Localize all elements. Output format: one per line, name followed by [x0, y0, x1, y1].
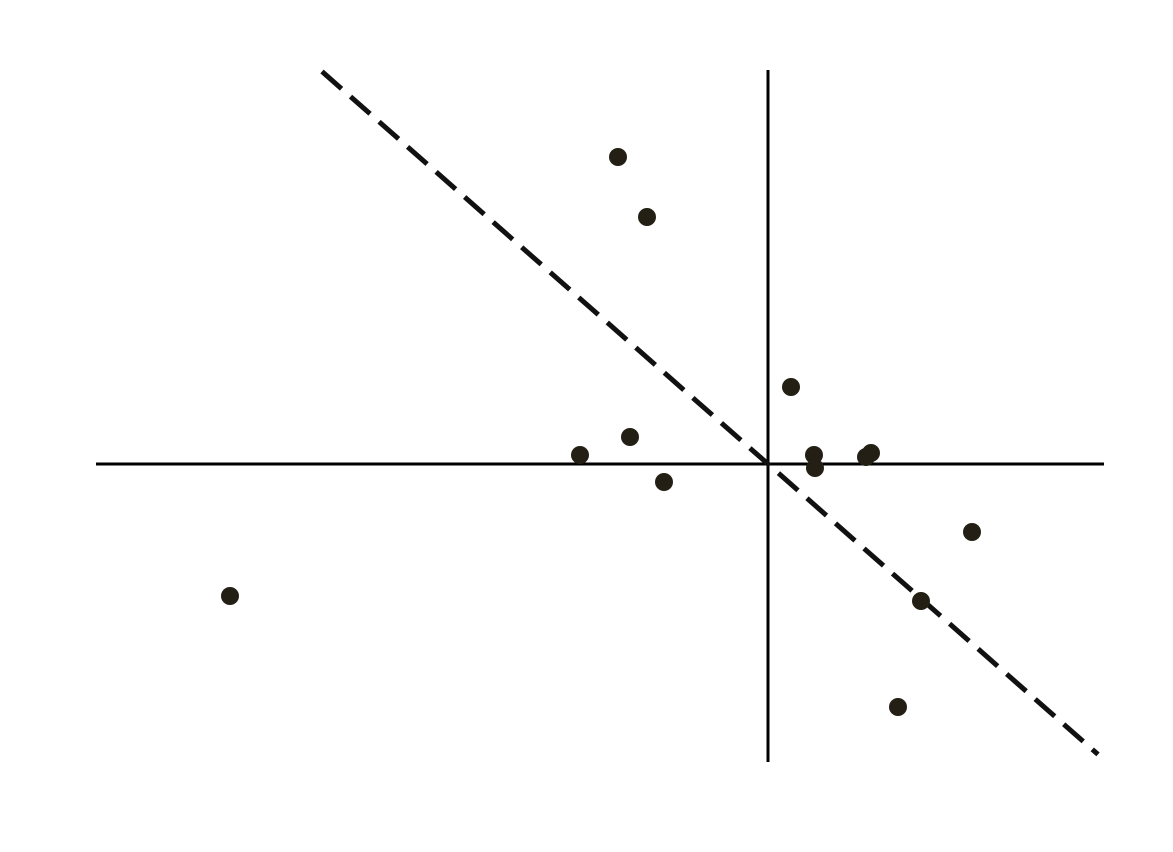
points [221, 148, 981, 716]
data-point [621, 428, 639, 446]
fit-line-group [320, 69, 1100, 757]
data-point [782, 378, 800, 396]
data-point [912, 592, 930, 610]
data-point [655, 473, 673, 491]
data-point [609, 148, 627, 166]
fit-line [320, 69, 1100, 757]
axes [96, 70, 1104, 762]
data-point [862, 444, 880, 462]
data-point [571, 446, 589, 464]
data-point [221, 587, 239, 605]
data-point [889, 698, 907, 716]
data-point [638, 208, 656, 226]
data-point [963, 523, 981, 541]
data-point [805, 446, 823, 464]
data-point [806, 459, 824, 477]
